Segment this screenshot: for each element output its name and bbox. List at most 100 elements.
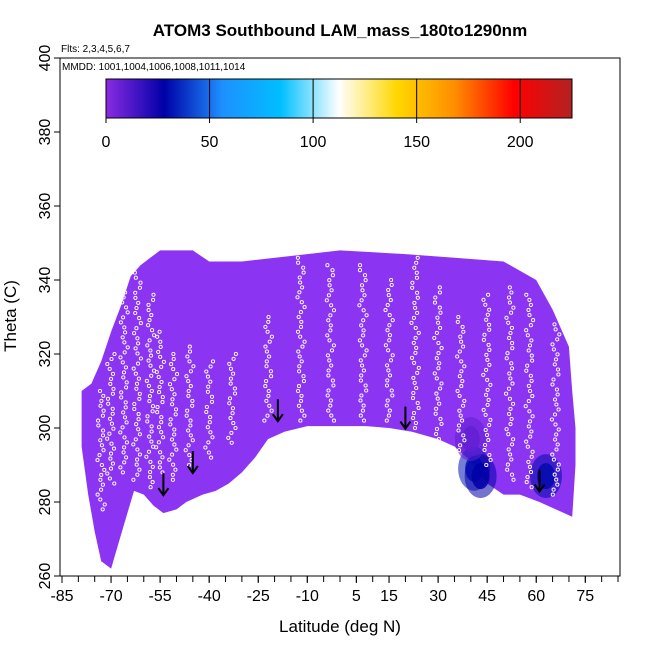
- sample-point: [264, 379, 269, 384]
- sample-point: [170, 452, 175, 457]
- sample-point: [133, 310, 138, 316]
- sample-point: [361, 403, 366, 408]
- y-tick-label: 380: [37, 119, 54, 146]
- sample-point: [357, 268, 363, 273]
- sample-point: [557, 332, 562, 337]
- sample-point: [146, 302, 151, 307]
- sample-point: [383, 308, 388, 313]
- sample-point: [549, 417, 554, 422]
- sample-point: [150, 404, 156, 409]
- sample-point: [415, 295, 420, 300]
- y-tick-label: 260: [37, 563, 54, 590]
- colorbar-tick-label: 0: [102, 134, 111, 151]
- sample-point: [554, 477, 559, 482]
- sample-point: [297, 275, 302, 280]
- sample-point: [121, 315, 126, 320]
- sample-point: [328, 313, 333, 318]
- sample-point: [358, 358, 363, 363]
- sample-point: [111, 386, 116, 391]
- sample-point: [132, 406, 137, 412]
- sample-point: [135, 472, 140, 477]
- sample-point: [203, 445, 208, 450]
- sample-point: [106, 401, 111, 406]
- sample-point: [387, 338, 392, 343]
- sample-point: [524, 480, 529, 485]
- sample-point: [124, 305, 129, 310]
- sample-point: [160, 400, 165, 405]
- sample-point: [160, 395, 165, 400]
- sample-point: [484, 462, 489, 468]
- sample-point: [460, 324, 465, 329]
- sample-point: [414, 260, 419, 265]
- sample-track: [118, 285, 130, 475]
- sample-point: [326, 293, 331, 298]
- colorbar-tick-label: 200: [507, 134, 534, 151]
- sample-point: [330, 378, 335, 383]
- sample-point: [530, 358, 535, 363]
- sample-point: [147, 338, 152, 343]
- sample-point: [483, 442, 488, 448]
- sample-point: [167, 457, 172, 462]
- sample-point: [134, 386, 139, 391]
- sample-point: [386, 368, 391, 373]
- sample-point: [504, 427, 509, 432]
- sample-track: [167, 351, 180, 482]
- sample-point: [506, 386, 512, 391]
- sample-point: [481, 372, 486, 377]
- sample-point: [410, 280, 415, 285]
- sample-point: [364, 313, 369, 318]
- sample-point: [510, 472, 515, 477]
- sample-point: [511, 477, 516, 482]
- sample-point: [386, 413, 391, 418]
- sample-point: [173, 467, 178, 472]
- sample-point: [147, 434, 152, 439]
- sample-point: [157, 329, 162, 334]
- sample-point: [100, 482, 105, 487]
- sample-track: [523, 292, 536, 490]
- sample-point: [146, 307, 151, 313]
- sample-point: [488, 382, 493, 387]
- sample-point: [328, 398, 333, 403]
- sample-track: [262, 314, 274, 423]
- sample-point: [172, 432, 177, 437]
- sample-point: [416, 405, 421, 411]
- sample-point: [357, 338, 362, 343]
- sample-point: [122, 415, 128, 420]
- sample-point: [413, 305, 418, 310]
- sample-point: [324, 298, 329, 303]
- sample-point: [359, 298, 364, 303]
- sample-point: [135, 361, 141, 366]
- sample-point: [161, 359, 166, 364]
- sample-point: [231, 371, 236, 376]
- sample-point: [101, 408, 106, 413]
- sample-point: [529, 378, 534, 383]
- sample-point: [435, 315, 440, 320]
- sample-point: [524, 292, 529, 297]
- sample-point: [168, 417, 173, 422]
- sample-point: [486, 437, 491, 443]
- sample-point: [409, 320, 414, 325]
- sample-point: [555, 337, 560, 342]
- y-tick-label: 300: [37, 415, 54, 442]
- sample-point: [509, 290, 514, 295]
- sample-point: [487, 347, 492, 352]
- sample-point: [487, 422, 492, 428]
- sample-point: [148, 485, 153, 490]
- sample-point: [551, 347, 556, 352]
- sample-point: [233, 351, 238, 357]
- sample-track: [203, 359, 216, 460]
- sample-point: [459, 369, 464, 374]
- sample-point: [159, 364, 164, 369]
- sample-point: [438, 386, 443, 391]
- sample-point: [297, 369, 302, 374]
- sample-point: [327, 358, 332, 363]
- sample-point: [150, 409, 155, 414]
- sample-point: [528, 302, 533, 307]
- sample-point: [206, 384, 211, 389]
- sample-point: [296, 349, 301, 354]
- sample-point: [186, 393, 191, 398]
- sample-point: [151, 292, 156, 297]
- sample-track: [357, 263, 369, 423]
- sample-point: [95, 458, 100, 463]
- sample-point: [149, 439, 154, 444]
